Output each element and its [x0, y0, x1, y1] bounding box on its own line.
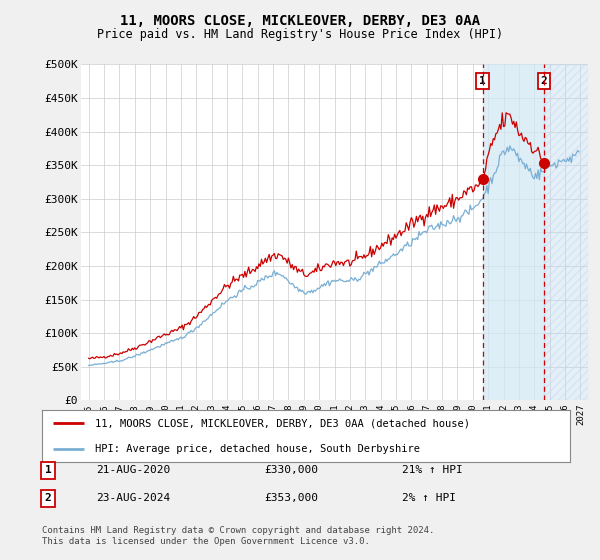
- Text: 1: 1: [479, 76, 486, 86]
- Text: 11, MOORS CLOSE, MICKLEOVER, DERBY, DE3 0AA: 11, MOORS CLOSE, MICKLEOVER, DERBY, DE3 …: [120, 14, 480, 28]
- Text: 2% ↑ HPI: 2% ↑ HPI: [402, 493, 456, 503]
- Text: £330,000: £330,000: [264, 465, 318, 475]
- Text: £353,000: £353,000: [264, 493, 318, 503]
- Text: Contains HM Land Registry data © Crown copyright and database right 2024.
This d: Contains HM Land Registry data © Crown c…: [42, 526, 434, 546]
- Text: 11, MOORS CLOSE, MICKLEOVER, DERBY, DE3 0AA (detached house): 11, MOORS CLOSE, MICKLEOVER, DERBY, DE3 …: [95, 418, 470, 428]
- Text: HPI: Average price, detached house, South Derbyshire: HPI: Average price, detached house, Sout…: [95, 444, 420, 454]
- Bar: [482, 64, 544, 400]
- Text: 2: 2: [541, 76, 547, 86]
- Text: 1: 1: [44, 465, 52, 475]
- Text: 21-AUG-2020: 21-AUG-2020: [96, 465, 170, 475]
- Text: Price paid vs. HM Land Registry's House Price Index (HPI): Price paid vs. HM Land Registry's House …: [97, 28, 503, 41]
- Bar: [544, 64, 588, 400]
- Text: 21% ↑ HPI: 21% ↑ HPI: [402, 465, 463, 475]
- Text: 23-AUG-2024: 23-AUG-2024: [96, 493, 170, 503]
- Text: 2: 2: [44, 493, 52, 503]
